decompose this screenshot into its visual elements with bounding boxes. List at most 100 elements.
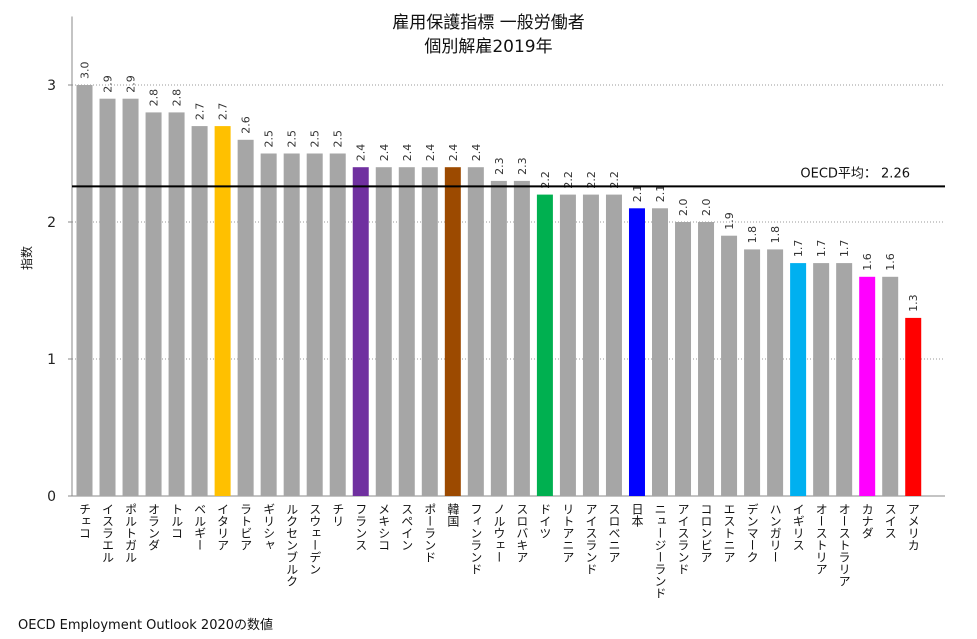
y-tick-label: 1 xyxy=(47,352,56,368)
bar xyxy=(905,317,922,496)
category-label: ドイツ xyxy=(538,503,552,539)
category-label: チリ xyxy=(331,503,345,527)
y-axis-label: 指数 xyxy=(19,246,34,270)
bar xyxy=(675,222,692,496)
category-label: トルコ xyxy=(170,503,184,539)
bar xyxy=(559,194,576,496)
value-label: 1.8 xyxy=(746,226,759,244)
bar xyxy=(375,167,392,496)
value-label: 1.6 xyxy=(861,253,874,271)
bar xyxy=(721,235,738,496)
category-label: ルクセンブルク xyxy=(285,503,299,587)
bar xyxy=(352,167,369,496)
y-tick-label: 3 xyxy=(47,78,56,94)
value-label: 1.3 xyxy=(907,294,920,312)
value-label: 2.1 xyxy=(654,185,667,203)
bar xyxy=(790,263,807,496)
category-label: チェコ xyxy=(78,503,92,539)
category-label: 韓国 xyxy=(446,503,460,527)
bar xyxy=(168,112,185,497)
value-label: 2.4 xyxy=(424,144,437,162)
category-label: ラトビア xyxy=(239,503,253,551)
bar xyxy=(191,126,208,496)
y-tick-label: 0 xyxy=(47,489,56,505)
bar xyxy=(260,153,277,496)
value-label: 2.0 xyxy=(677,199,690,217)
value-label: 2.5 xyxy=(309,130,322,148)
value-label: 2.7 xyxy=(217,103,230,121)
bar xyxy=(398,167,415,496)
bar xyxy=(306,153,323,496)
source-note: OECD Employment Outlook 2020の数値 xyxy=(18,618,274,633)
value-label: 2.4 xyxy=(355,144,368,162)
bar xyxy=(444,167,461,496)
value-label: 1.7 xyxy=(838,240,851,258)
bar xyxy=(813,263,830,496)
category-label: ノルウェー xyxy=(492,503,506,563)
bar xyxy=(605,194,622,496)
category-label: スイス xyxy=(883,503,897,539)
category-label: メキシコ xyxy=(377,503,391,551)
category-label: オランダ xyxy=(147,503,161,551)
value-label: 2.2 xyxy=(608,171,621,189)
value-label: 2.3 xyxy=(516,157,529,175)
value-label: 1.8 xyxy=(769,226,782,244)
bar xyxy=(582,194,599,496)
bar xyxy=(628,208,645,497)
category-label: エストニア xyxy=(722,503,736,563)
value-label: 2.7 xyxy=(194,103,207,121)
category-label: フィンランド xyxy=(469,503,483,575)
value-label: 2.6 xyxy=(240,116,253,134)
bar xyxy=(859,276,876,496)
category-label: イスラエル xyxy=(101,503,115,563)
category-label: デンマーク xyxy=(745,503,759,563)
value-label: 2.4 xyxy=(447,144,460,162)
value-label: 2.5 xyxy=(332,130,345,148)
bar xyxy=(652,208,668,497)
value-label: 2.2 xyxy=(539,171,552,189)
oecd-average-label: OECD平均： 2.26 xyxy=(800,166,910,181)
bar xyxy=(536,194,553,496)
value-label: 2.2 xyxy=(562,171,575,189)
bar xyxy=(467,167,484,496)
category-label: スロベニア xyxy=(607,503,621,563)
category-label: スロバキア xyxy=(515,503,529,563)
value-label: 1.6 xyxy=(884,253,897,271)
category-label: アイスランド xyxy=(584,503,598,575)
bar xyxy=(122,98,139,496)
category-label: ベルギー xyxy=(193,503,207,551)
bar xyxy=(421,167,438,496)
value-label: 2.9 xyxy=(102,75,115,93)
bar xyxy=(490,180,507,496)
value-label: 2.8 xyxy=(171,89,184,107)
bar xyxy=(836,263,853,496)
chart-subtitle: 個別解雇2019年 xyxy=(424,37,553,57)
bar xyxy=(329,153,346,496)
value-label: 2.4 xyxy=(401,144,414,162)
category-label: スペイン xyxy=(400,503,414,551)
category-label: リトアニア xyxy=(561,503,575,563)
value-label: 1.7 xyxy=(792,240,805,258)
category-label: ハンガリー xyxy=(768,503,782,563)
category-label: イタリア xyxy=(216,503,230,551)
category-label: コロンビア xyxy=(699,503,713,563)
bar xyxy=(698,222,715,496)
value-label: 1.7 xyxy=(815,240,828,258)
bar xyxy=(99,98,116,496)
value-label: 2.1 xyxy=(631,185,644,203)
value-label: 3.0 xyxy=(79,62,92,80)
category-label: フランス xyxy=(354,503,368,551)
value-label: 2.8 xyxy=(148,89,161,107)
value-label: 2.5 xyxy=(286,130,299,148)
value-label: 2.5 xyxy=(263,130,276,148)
category-label: オーストラリア xyxy=(837,503,851,587)
category-label: 日本 xyxy=(630,503,644,528)
bar xyxy=(283,153,300,496)
bar xyxy=(744,249,761,496)
category-label: ニュージーランド xyxy=(653,503,667,599)
bar xyxy=(513,180,530,496)
value-label: 2.9 xyxy=(125,75,138,93)
category-label: アイスランド xyxy=(676,503,690,575)
value-label: 2.2 xyxy=(585,171,598,189)
